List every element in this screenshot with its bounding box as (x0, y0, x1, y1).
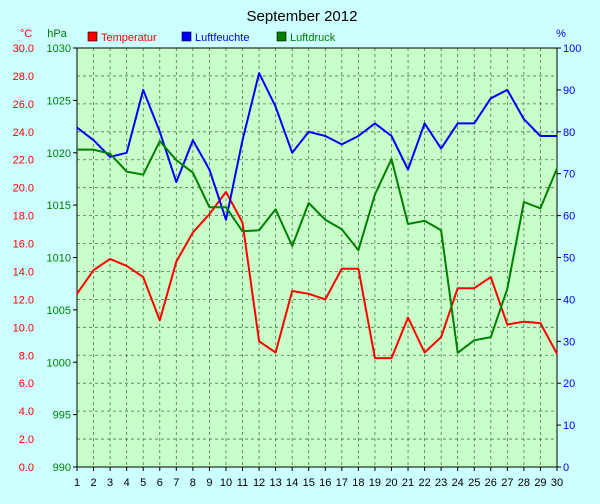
temperature-tick-label: 4.0 (19, 406, 34, 418)
x-tick-label: 9 (206, 477, 212, 489)
axes: 1 2 3 4 5 6 7 8 9 10 11 12 13 14 15 16 17 18 19 20 21 22 23 24 2… (13, 43, 582, 489)
temperature-tick-label: 26.0 (13, 99, 34, 111)
humidity-tick-label: 80 (563, 127, 575, 139)
x-tick-label: 22 (418, 477, 430, 489)
pressure-tick-label: 1030 (47, 43, 71, 55)
humidity-tick-label: 60 (563, 211, 575, 223)
pressure-tick-label: 1025 (47, 95, 71, 107)
temperature-tick-label: 28.0 (13, 71, 34, 83)
x-tick-label: 7 (173, 477, 179, 489)
series-lines (76, 72, 558, 360)
pressure-tick-label: 1000 (47, 357, 71, 369)
x-tick-label: 21 (402, 477, 414, 489)
temperature-tick-label: 10.0 (13, 322, 34, 334)
temperatur-legend-swatch (87, 31, 98, 42)
humidity-tick-label: 50 (563, 253, 575, 265)
x-tick-label: 1 (74, 477, 80, 489)
x-tick-label: 6 (157, 477, 163, 489)
x-tick-label: 23 (435, 477, 447, 489)
x-tick-label: 4 (124, 477, 130, 489)
temperature-tick-label: 6.0 (19, 378, 34, 390)
temperature-tick-label: 18.0 (13, 211, 34, 223)
x-tick-label: 27 (501, 477, 513, 489)
x-tick-label: 18 (352, 477, 364, 489)
luftfeuchte-legend-label: Luftfeuchte (195, 32, 249, 44)
x-tick-label: 3 (107, 477, 113, 489)
pressure-tick-label: 1015 (47, 200, 71, 212)
humidity-tick-label: 70 (563, 169, 575, 181)
temperature-tick-label: 14.0 (13, 266, 34, 278)
x-tick-label: 17 (336, 477, 348, 489)
pressure-tick-label: 995 (53, 410, 71, 422)
temperature-tick-label: 22.0 (13, 155, 34, 167)
x-tick-label: 2 (90, 477, 96, 489)
humidity-tick-label: 100 (563, 43, 581, 55)
x-tick-label: 16 (319, 477, 331, 489)
luftfeuchte-line (76, 72, 557, 221)
pressure-unit-label: hPa (47, 28, 67, 40)
humidity-tick-label: 20 (563, 378, 575, 390)
x-tick-label: 30 (551, 477, 563, 489)
humidity-tick-label: 40 (563, 294, 575, 306)
chart-title: September 2012 (247, 8, 358, 25)
temperatur-legend-label: Temperatur (101, 32, 157, 44)
x-tick-label: 11 (237, 477, 248, 489)
x-tick-label: 13 (269, 477, 281, 489)
temperature-tick-label: 0.0 (19, 462, 34, 474)
humidity-unit-label: % (556, 28, 566, 40)
temperatur-line (76, 190, 558, 360)
plot-area (77, 48, 557, 467)
temperature-tick-label: 2.0 (19, 434, 34, 446)
x-tick-label: 24 (452, 477, 464, 489)
pressure-tick-label: 990 (53, 462, 71, 474)
x-tick-label: 28 (518, 477, 530, 489)
humidity-tick-label: 30 (563, 336, 575, 348)
humidity-tick-label: 90 (563, 85, 575, 97)
x-tick-label: 5 (140, 477, 146, 489)
luftdruck-legend-swatch (276, 31, 287, 42)
temperature-tick-label: 16.0 (13, 239, 34, 251)
x-tick-label: 25 (468, 477, 480, 489)
temperature-tick-label: 20.0 (13, 183, 34, 195)
grid (77, 48, 557, 467)
x-tick-label: 12 (253, 477, 265, 489)
temperature-tick-label: 12.0 (13, 294, 34, 306)
x-tick-label: 29 (534, 477, 546, 489)
plot-frame (76, 47, 558, 468)
pressure-tick-label: 1010 (47, 253, 71, 265)
x-tick-label: 14 (286, 477, 298, 489)
pressure-tick-label: 1020 (47, 148, 71, 160)
x-tick-label: 10 (220, 477, 232, 489)
x-tick-label: 19 (369, 477, 381, 489)
luftfeuchte-legend-swatch (181, 31, 192, 42)
humidity-tick-label: 10 (563, 420, 575, 432)
x-tick-label: 15 (303, 477, 315, 489)
x-tick-label: 26 (485, 477, 497, 489)
humidity-tick-label: 0 (563, 462, 569, 474)
temperature-tick-label: 30.0 (13, 43, 34, 55)
x-tick-label: 8 (190, 477, 196, 489)
luftdruck-line (77, 140, 558, 354)
luftdruck-legend-label: Luftdruck (290, 32, 336, 44)
pressure-tick-label: 1005 (47, 305, 71, 317)
temperature-tick-label: 8.0 (19, 350, 34, 362)
temperature-tick-label: 24.0 (13, 127, 34, 139)
x-tick-label: 20 (385, 477, 397, 489)
legend: Temperatur Luftfeuchte Luftdruck (87, 31, 336, 44)
temperature-unit-label: °C (20, 28, 32, 40)
